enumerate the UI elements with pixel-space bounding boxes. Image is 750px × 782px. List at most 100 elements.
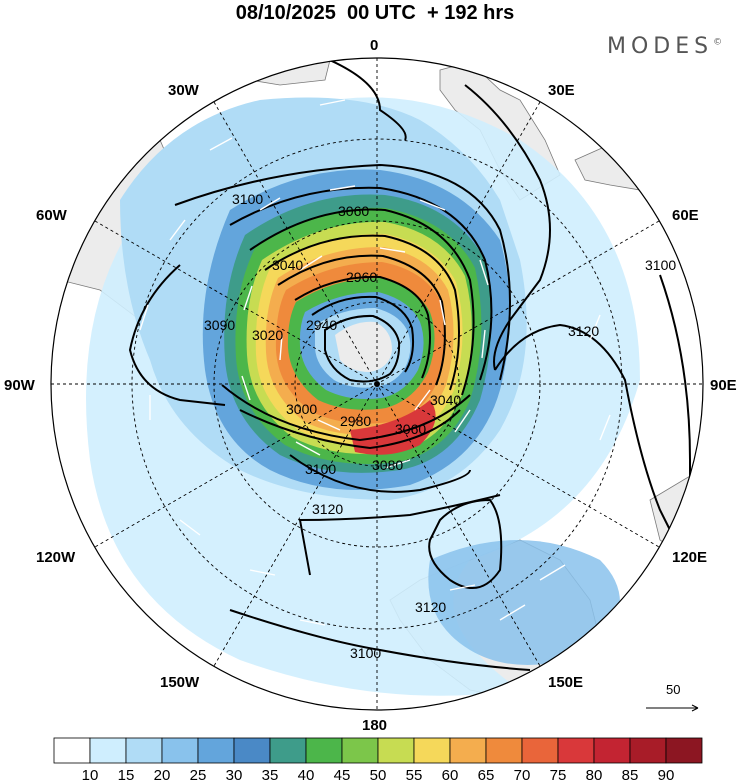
colorbar-box [53,737,91,764]
colorbar-tick-label: 60 [442,767,459,782]
colorbar-tick-label: 20 [154,767,171,782]
colorbar-box [521,737,559,764]
wind-vector [454,409,471,433]
colorbar-tick-label: 80 [586,767,603,782]
colorbar-box [125,737,163,764]
colorbar-box [413,737,451,764]
colorbar-boxes [53,737,703,764]
colorbar-box [629,737,667,764]
contour-label: 3090 [204,317,235,333]
wind-vector [139,304,149,331]
lon-label-150e: 150E [548,674,583,691]
colorbar-tick-label: 90 [658,767,675,782]
contour-label: 3040 [272,257,303,273]
contour-label: 2940 [306,317,337,333]
wind-vector [279,334,283,361]
polar-map: 3100 3060 3040 2960 2940 3020 3080 3000 … [4,37,737,730]
wind-vector [317,419,341,431]
colorbar-box [593,737,631,764]
colorbar-tick-label: 35 [262,767,279,782]
wind-vector [481,329,486,359]
contour-label: 3100 [350,645,381,661]
wind-vector [439,299,446,326]
colorbar-tick-label: 85 [622,767,639,782]
wind-vector [259,197,281,211]
map-boundary [50,57,704,711]
wind-vector [579,511,601,531]
contour-label: 3100 [305,461,336,477]
wind-vector [299,619,326,626]
wind-vector [209,137,233,151]
colorbar-box [89,737,127,764]
wind-vectors [139,99,611,626]
wind-vector [299,255,323,271]
wind-vector [499,604,526,621]
colorbar-box [161,737,199,764]
lon-label-120w: 120W [36,549,76,566]
brand-logo: MODES© [607,34,722,59]
contour-label: 3120 [312,501,343,517]
contour-label: 3100 [645,257,676,273]
wind-vector [249,569,276,576]
colorbar-tick-label: 50 [370,767,387,782]
map-field [51,58,703,710]
contour-label: 3020 [252,327,283,343]
colorbar-tick-label: 70 [514,767,531,782]
wind-vector [599,414,611,441]
lon-label-30w: 30W [168,82,200,99]
colorbar-ticks: 10 15 20 25 30 35 40 45 50 55 60 65 70 75 80 85 90 [82,767,675,782]
wind-vector [241,375,251,401]
map-title: 08/10/2025 00 UTC + 192 hrs [235,2,515,24]
colorbar-tick-label: 40 [298,767,315,782]
colorbar-box [449,737,487,764]
wind-vector [479,259,489,286]
wind-vector [589,314,601,341]
height-contours [128,58,691,671]
colorbar: 10 15 20 25 30 35 40 45 50 55 60 65 70 75 80 85 90 [53,737,703,782]
lon-label-90w: 90W [4,377,36,394]
colorbar-box [197,737,235,764]
colorbar-tick-label: 15 [118,767,135,782]
contour-label: 3100 [232,191,263,207]
colorbar-tick-label: 45 [334,767,351,782]
contour-label: 2960 [346,269,377,285]
colorbar-tick-label: 55 [406,767,423,782]
wind-vector [419,199,446,211]
longitude-labels: 0 30E 60E 90E 120E 150E 180 150W 120W 90… [4,37,737,730]
colorbar-tick-label: 30 [226,767,243,782]
contour-label: 3060 [395,421,426,437]
wind-vector [329,185,356,191]
wind-vector [179,519,201,536]
lon-label-0: 0 [370,37,378,54]
contour-labels: 3100 3060 3040 2960 2940 3020 3080 3000 … [204,191,676,661]
colorbar-tick-label: 25 [190,767,207,782]
wind-vector [539,564,566,581]
contour-label: 2980 [340,413,371,429]
brand-text: MODES [607,34,714,59]
lon-label-60e: 60E [672,207,699,224]
colorbar-tick-label: 65 [478,767,495,782]
lon-label-60w: 60W [36,207,68,224]
wind-vector [379,247,406,253]
colorbar-box [341,737,379,764]
lon-label-30e: 30E [548,82,575,99]
contour-label: 3060 [338,203,369,219]
brand-mark: © [713,37,723,48]
colorbar-box [305,737,343,764]
colorbar-box [233,737,271,764]
wind-vector [319,99,346,106]
contour-label: 3120 [568,323,599,339]
contour-label: 3000 [286,401,317,417]
pole-marker [374,381,380,387]
colorbar-box [269,737,307,764]
colorbar-box [377,737,415,764]
lon-label-150w: 150W [160,674,200,691]
colorbar-box [557,737,595,764]
wind-vector [414,389,431,411]
colorbar-box [485,737,523,764]
lon-label-180: 180 [362,717,387,730]
vector-reference-label: 50 [666,683,680,697]
lon-label-120e: 120E [672,549,707,566]
wind-vector [384,459,411,469]
wind-vector [243,285,253,311]
